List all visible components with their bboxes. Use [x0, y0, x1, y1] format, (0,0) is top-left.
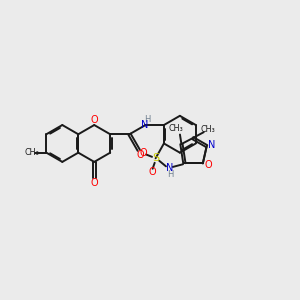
Text: CH₃: CH₃	[24, 148, 39, 157]
Text: O: O	[204, 160, 212, 170]
Text: O: O	[139, 148, 147, 158]
Text: N: N	[208, 140, 216, 150]
Text: N: N	[167, 163, 174, 173]
Text: S: S	[152, 153, 159, 163]
Text: O: O	[136, 150, 144, 160]
Text: O: O	[149, 167, 156, 177]
Text: N: N	[141, 120, 148, 130]
Text: O: O	[90, 115, 98, 125]
Text: H: H	[144, 115, 150, 124]
Text: H: H	[167, 170, 173, 179]
Text: O: O	[90, 178, 98, 188]
Text: CH₃: CH₃	[200, 125, 215, 134]
Text: CH₃: CH₃	[169, 124, 184, 133]
